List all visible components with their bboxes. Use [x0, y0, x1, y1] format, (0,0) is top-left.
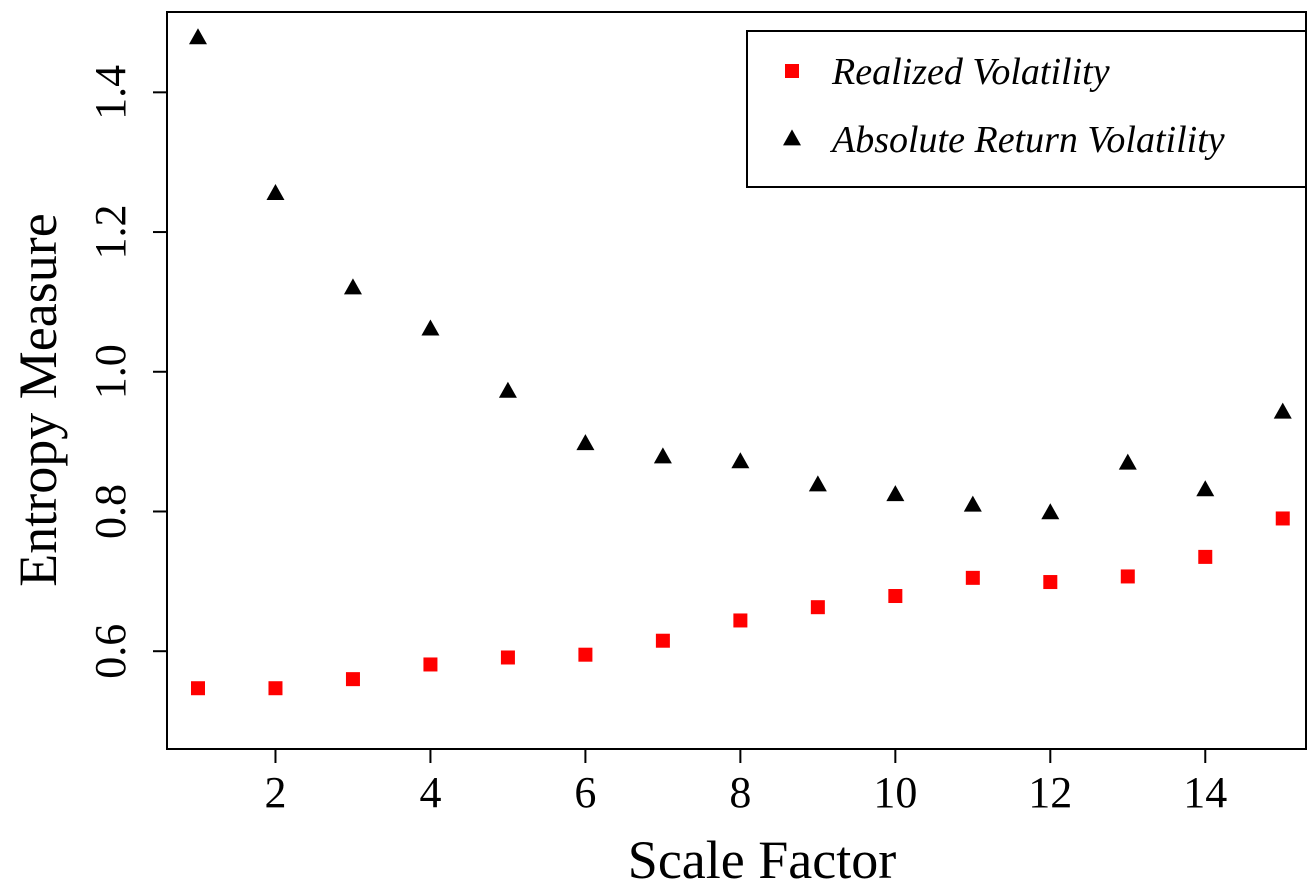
y-axis: 0.6 0.8 1.0 1.2 1.4 [86, 65, 167, 679]
y-tick-label: 0.8 [86, 484, 135, 539]
x-tick-label: 12 [1028, 768, 1072, 817]
data-points [188, 28, 1292, 696]
data-point [500, 650, 515, 665]
data-point [1043, 575, 1058, 590]
legend-entry-label: Absolute Return Volatility [829, 119, 1225, 161]
y-tick-label: 1.4 [86, 65, 135, 120]
data-point [731, 452, 750, 469]
data-point [188, 28, 207, 45]
x-axis-label: Scale Factor [628, 830, 896, 883]
data-point [1198, 549, 1213, 564]
data-point [808, 475, 827, 492]
data-point [498, 381, 517, 398]
plot-frame [166, 11, 1307, 750]
data-point [1275, 511, 1290, 526]
data-point [578, 647, 593, 662]
data-point [345, 672, 360, 687]
data-point [1118, 453, 1137, 470]
legend-box [746, 30, 1307, 188]
data-point [421, 319, 440, 336]
series-realized-volatility [190, 511, 1290, 696]
data-point [655, 633, 670, 648]
series-absolute-return-volatility [188, 28, 1292, 520]
x-tick-label: 4 [419, 768, 441, 817]
legend-marker [783, 129, 801, 146]
data-point [888, 589, 903, 604]
data-point [810, 600, 825, 615]
x-tick-label: 6 [574, 768, 596, 817]
data-point [965, 570, 980, 585]
legend-entry-label: Realized Volatility [831, 51, 1110, 93]
y-tick-label: 0.6 [86, 624, 135, 679]
legend: Realized Volatility Absolute Return Volat… [746, 30, 1307, 188]
data-point [190, 681, 205, 696]
y-tick-label: 1.0 [86, 344, 135, 399]
data-point [1041, 503, 1060, 520]
data-point [268, 681, 283, 696]
x-axis: 2 4 6 8 10 12 14 [264, 749, 1227, 817]
data-point [343, 278, 362, 295]
data-point [1120, 569, 1135, 584]
x-tick-label: 8 [729, 768, 751, 817]
data-point [266, 184, 285, 201]
data-point [576, 434, 595, 451]
x-tick-label: 14 [1183, 768, 1227, 817]
data-point [733, 613, 748, 628]
data-point [886, 485, 905, 502]
y-axis-label: Entropy Measure [8, 213, 68, 586]
data-point [963, 495, 982, 512]
data-point [423, 657, 438, 672]
legend-marker [785, 64, 799, 78]
x-tick-label: 2 [264, 768, 286, 817]
data-point [1273, 402, 1292, 419]
y-tick-label: 1.2 [86, 205, 135, 260]
data-point [1196, 480, 1215, 497]
x-tick-label: 10 [873, 768, 917, 817]
data-point [653, 447, 672, 464]
